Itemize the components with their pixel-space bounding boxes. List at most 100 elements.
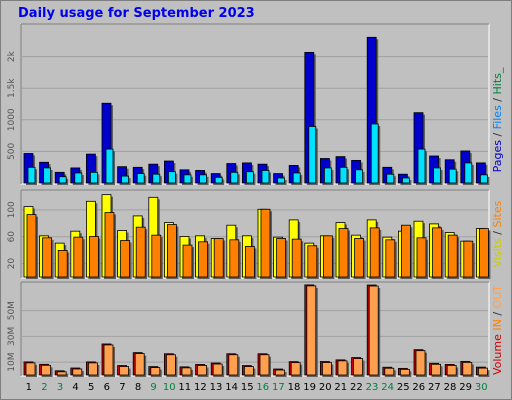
files-bar [199,174,208,184]
sites-bar [213,238,224,278]
volume-out-bar [41,364,51,376]
pages-files-hits-label-part: Pages [491,140,504,173]
sites-bar [432,227,443,278]
day-label: 20 [319,382,332,393]
sites-bar [400,224,411,278]
files-bar [136,173,145,184]
volume-out-bar [446,365,457,376]
volume-out-bar [368,285,379,376]
files-bar [323,167,332,184]
files-bar [386,173,395,184]
files-bar [464,162,473,184]
day-label: 29 [459,382,472,393]
day-label: 28 [444,382,457,393]
sites-bar [42,237,52,278]
files-bar [479,174,488,184]
sites-bar [369,227,380,278]
volume-in-out-label-part: / [491,308,504,319]
files-bar [152,173,161,184]
volume-out-bar [415,350,426,376]
files-bar [230,171,239,184]
day-label: 3 [57,382,63,393]
volume-out-bar [25,362,36,376]
volume-out-bar [228,354,239,376]
day-label: 27 [428,382,441,393]
day-label: 21 [334,382,347,393]
volume-out-bar [119,366,129,376]
pages-files-hits-label-part: Files [491,105,504,129]
sites-bar [478,228,489,278]
pages-tick-label: 500 [7,143,17,160]
volume-out-bar [197,365,208,376]
files-bar [214,176,223,184]
day-label: 1 [26,382,32,393]
volume-in-out-label-part: OUT [491,285,504,309]
volume-out-bar [56,371,67,376]
sites-bar [416,237,427,278]
sites-bar [89,236,99,278]
day-label: 12 [194,382,207,393]
sites-bar [73,236,84,278]
visits-sites-label: Visits / Sites [491,200,504,267]
files-bar [121,175,129,184]
volume-out-bar [181,367,192,376]
day-label: 6 [104,382,110,393]
visits-tick-label: 100 [7,201,17,218]
volume-out-bar [243,366,254,376]
files-bar [245,171,254,184]
pages-tick-label: 1000 [7,108,17,131]
day-label: 25 [397,382,410,393]
sites-bar [260,208,271,278]
day-label: 7 [119,382,125,393]
files-bar [339,166,348,184]
sites-bar [135,226,146,278]
files-bar [292,172,301,184]
volume-out-bar [212,363,223,376]
files-bar [167,171,176,184]
volume-out-bar [88,362,98,376]
volume-out-bar [275,369,286,376]
files-bar [277,177,286,184]
volume-out-bar [290,362,301,376]
sites-bar [322,235,333,278]
day-label: 10 [163,382,176,393]
sites-bar [182,244,193,278]
sites-bar [120,240,130,278]
volume-out-bar [259,354,270,376]
volume-out-bar [353,358,364,376]
sites-bar [229,239,240,278]
day-label: 23 [366,382,379,393]
volume-out-bar-shadow [59,373,69,377]
day-label: 17 [272,382,285,393]
pages-files-hits-label-part: / [491,94,504,105]
day-label: 13 [210,382,223,393]
volume-out-bar [337,360,348,376]
volume-out-bar [165,354,176,376]
panel-pages-files [20,23,490,185]
visits-sites-label-part: Sites [491,200,504,227]
volume-out-bar [134,353,145,376]
sites-bar [463,240,474,278]
files-bar [105,148,114,184]
sites-bar [151,234,162,278]
sites-bar [291,238,302,278]
volume-out-bar [321,362,332,376]
files-bar [433,167,442,184]
files-bar [183,174,192,184]
sites-bar [166,224,177,278]
volume-out-bar [399,368,410,376]
volume-in-out-label: Volume IN / OUT [491,285,504,375]
volume-tick-label: 50M [7,301,17,320]
day-label: 8 [135,382,141,393]
visits-sites-label-part: / [491,227,504,238]
visits-sites-label-part: Visits [491,238,504,267]
day-label: 9 [150,382,156,393]
volume-out-bar [462,361,473,376]
files-bar [355,169,364,184]
volume-out-bar [477,367,488,376]
sites-bar [57,250,68,278]
volume-out-bar [431,363,442,376]
sites-bar [307,245,318,278]
pages-files-hits-label-part: / [491,129,504,140]
volume-tick-label: 30M [7,327,17,346]
